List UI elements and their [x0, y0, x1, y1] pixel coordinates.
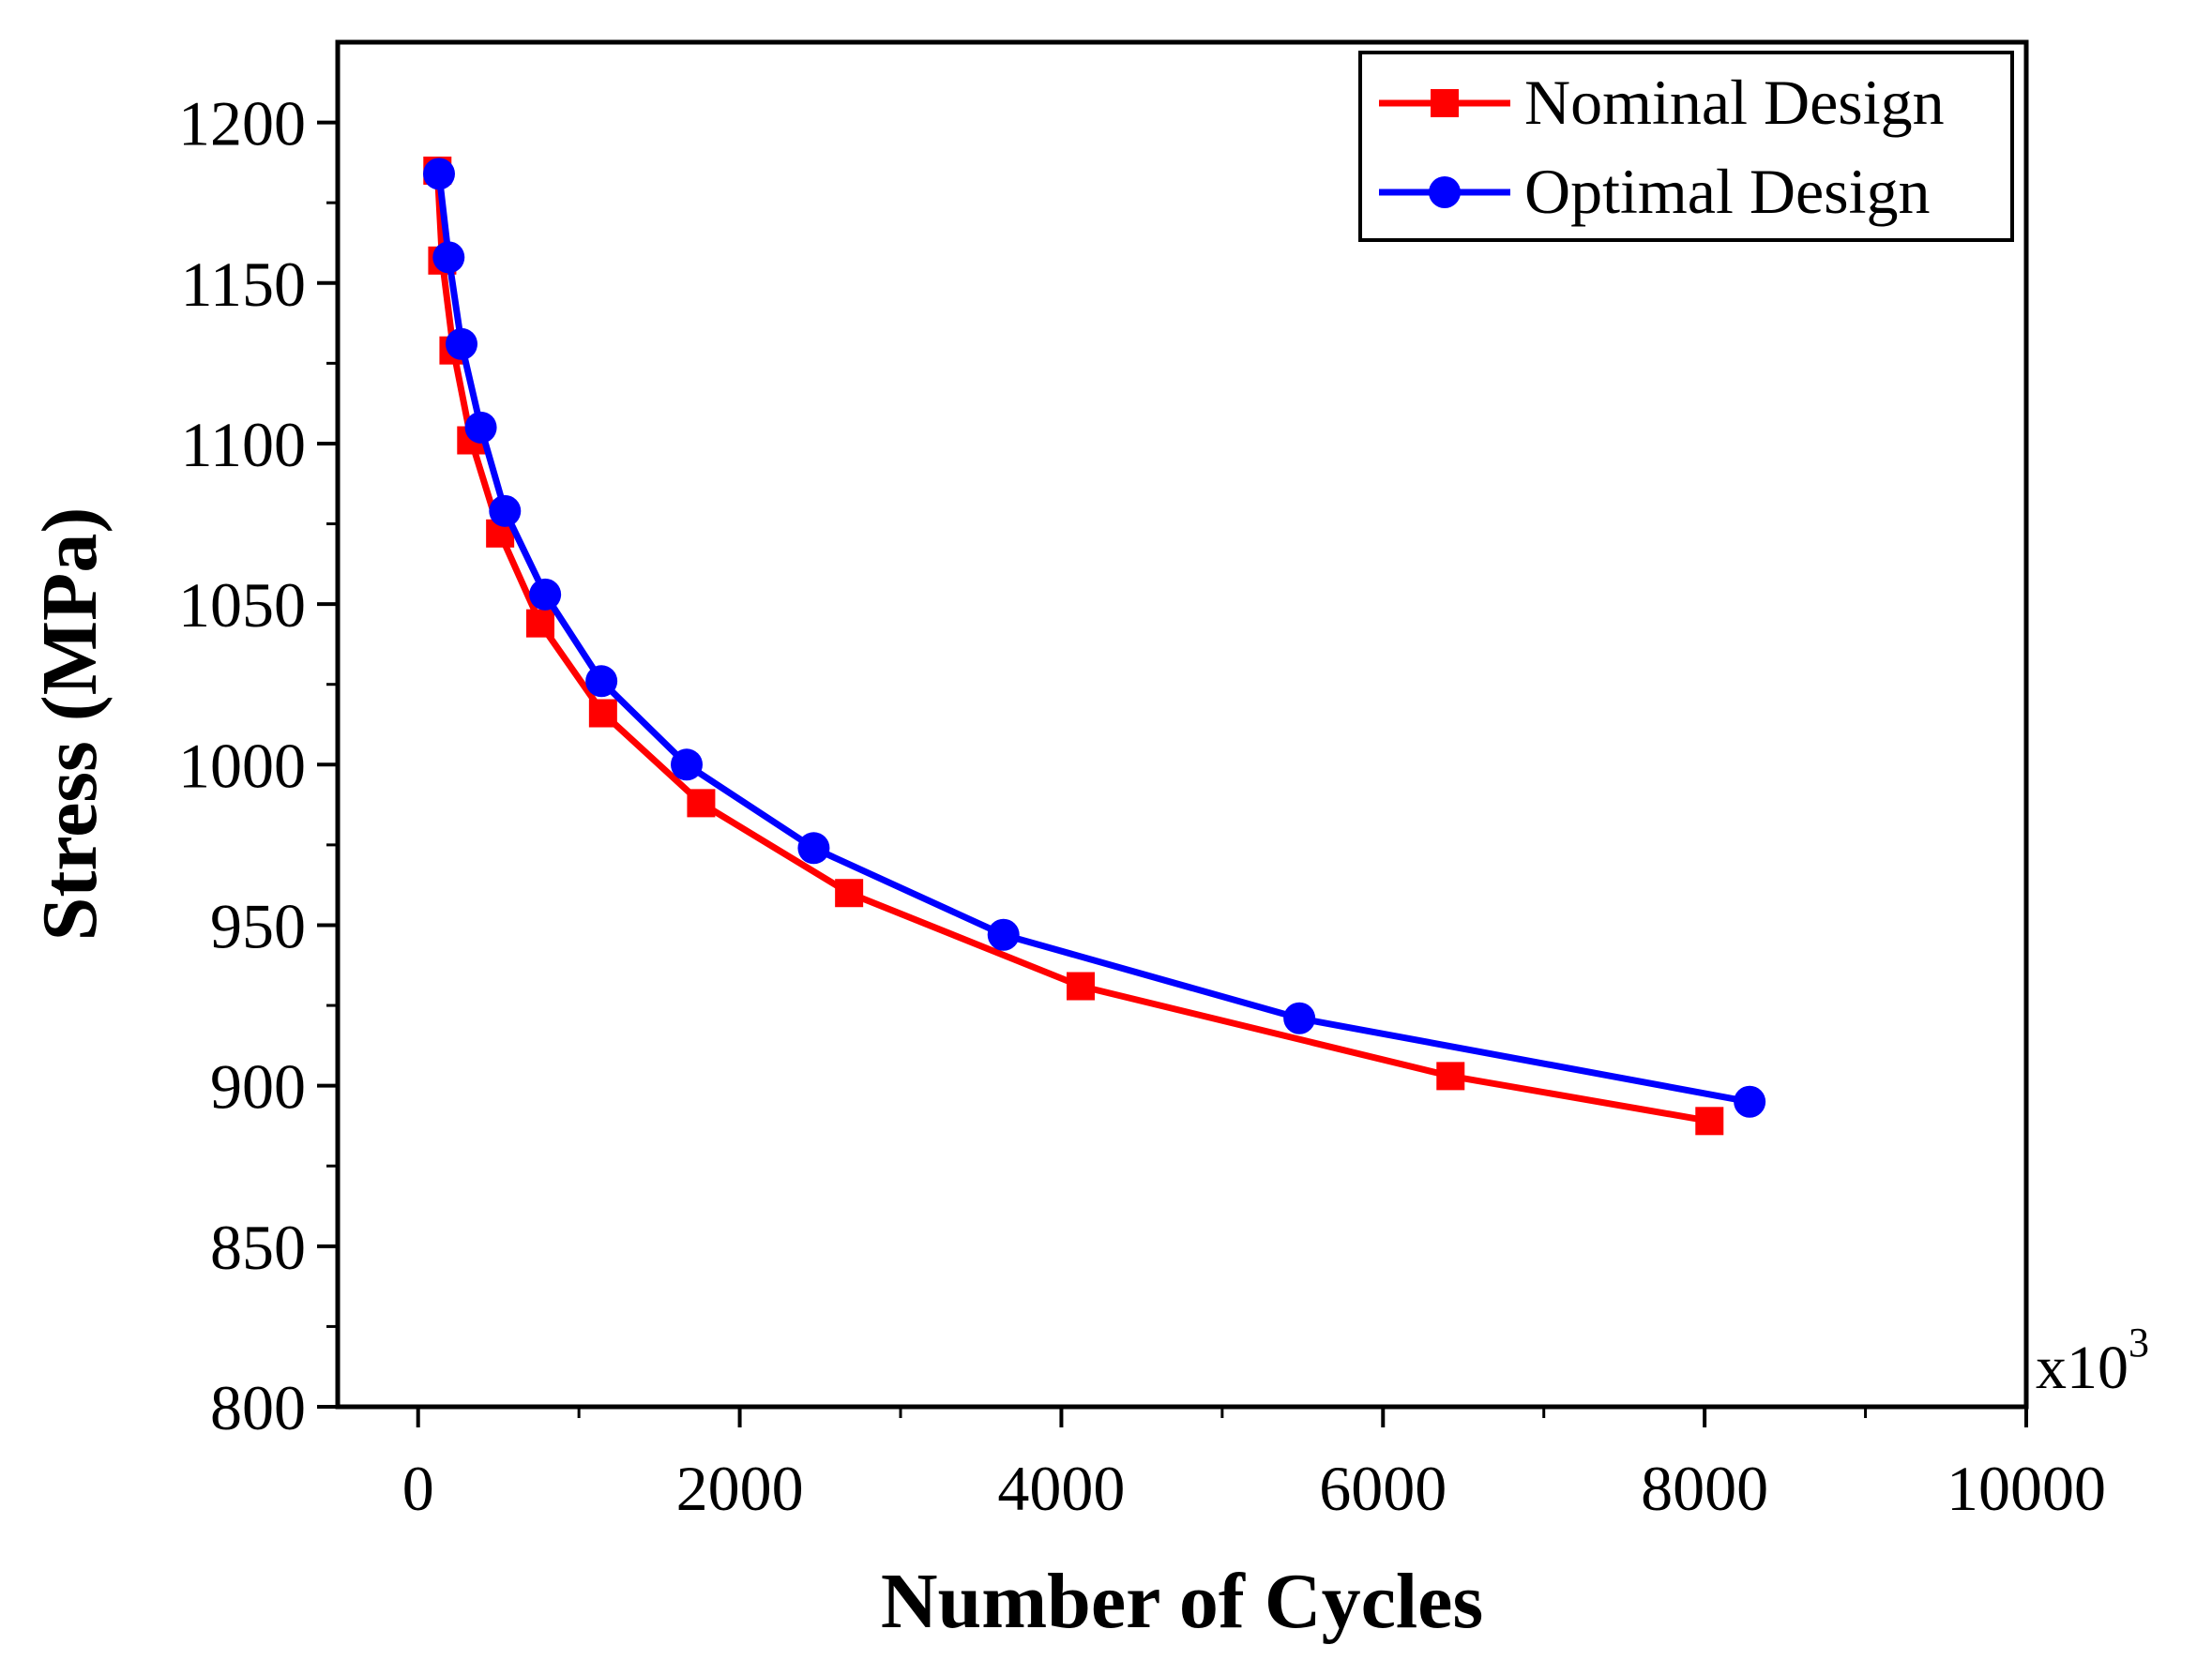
data-point [432, 241, 465, 274]
data-point [489, 494, 522, 527]
legend-label: Optimal Design [1524, 156, 1931, 227]
data-point [1067, 972, 1095, 1001]
legend-marker [1429, 176, 1461, 208]
x-tick-label: 6000 [1319, 1453, 1447, 1524]
y-tick-label: 1050 [178, 569, 306, 641]
legend-item: Optimal Design [1379, 156, 1931, 227]
data-point [1283, 1002, 1316, 1034]
y-tick-label: 800 [210, 1372, 306, 1443]
y-axis-title: Stress (MPa) [26, 507, 114, 942]
x-tick-label: 2000 [676, 1453, 804, 1524]
x-axis-title: Number of Cycles [881, 1558, 1483, 1645]
tick-labels: 0 2000 4000 6000 8000 10000 800 850 900 950 1000 10… [178, 88, 2106, 1524]
legend-box [1358, 51, 2014, 242]
data-point [529, 578, 562, 611]
data-point [1734, 1085, 1766, 1118]
data-point [1695, 1107, 1724, 1136]
y-tick-label: 900 [210, 1051, 306, 1123]
data-point [585, 665, 618, 698]
data-point [687, 789, 716, 818]
axis-ticks [317, 120, 2028, 1427]
x-tick-label: 0 [402, 1453, 434, 1524]
data-point [588, 699, 617, 728]
y-tick-label: 950 [210, 890, 306, 961]
data-point [797, 832, 830, 865]
legend-item: Nominal Design [1379, 67, 1945, 138]
x-tick-label: 8000 [1641, 1453, 1768, 1524]
y-tick-label: 1200 [178, 88, 306, 159]
data-point [671, 748, 703, 781]
series-optimal-design [423, 158, 1766, 1118]
data-point [446, 327, 477, 360]
data-point [423, 158, 455, 190]
x-multiplier-exponent: 3 [2129, 1320, 2149, 1366]
plot-frame [335, 39, 2029, 1410]
x-multiplier-base: x10 [2036, 1334, 2129, 1402]
legend: Nominal Design Optimal Design [1358, 51, 2014, 242]
legend-label: Nominal Design [1524, 67, 1945, 138]
data-point [987, 918, 1020, 951]
data-point [835, 879, 864, 908]
data-point [1436, 1062, 1465, 1091]
y-tick-label: 1100 [181, 409, 306, 480]
x-tick-label: 10000 [1947, 1453, 2106, 1524]
legend-marker [1431, 89, 1459, 117]
x-tick-label: 4000 [997, 1453, 1125, 1524]
y-tick-label: 1000 [178, 730, 306, 801]
y-tick-label: 850 [210, 1212, 306, 1283]
data-point [526, 609, 554, 638]
data-point [464, 411, 497, 444]
y-tick-label: 1150 [181, 249, 306, 320]
series-layer [423, 156, 1766, 1136]
x-axis-multiplier: x103 [2036, 1320, 2149, 1402]
